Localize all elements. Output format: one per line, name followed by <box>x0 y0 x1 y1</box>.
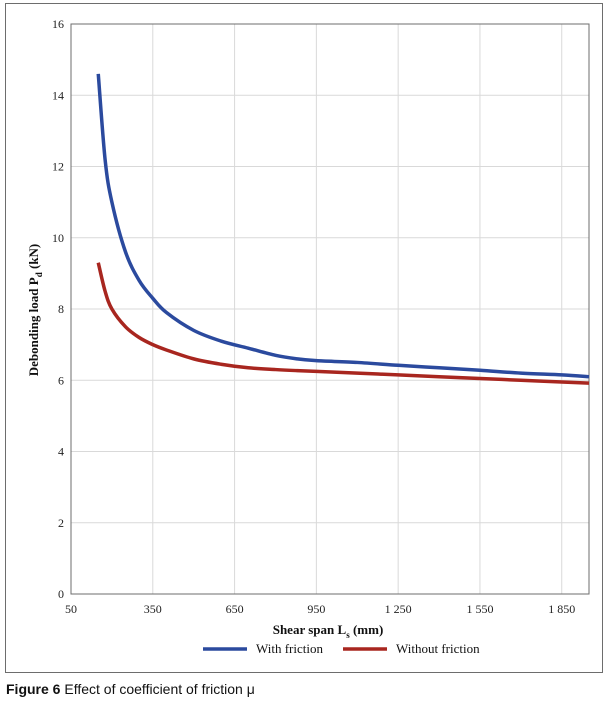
legend-label-with-friction: With friction <box>256 641 323 656</box>
y-tick-label: 0 <box>58 587 64 601</box>
figure-caption: Figure 6 Effect of coefficient of fricti… <box>6 681 255 697</box>
y-tick-label: 8 <box>58 302 64 316</box>
x-axis-title: Shear span Ls (mm) <box>273 622 384 640</box>
y-tick-label: 4 <box>58 445 64 459</box>
x-tick-label: 50 <box>65 602 77 616</box>
y-tick-label: 16 <box>52 17 64 31</box>
x-tick-label: 950 <box>307 602 325 616</box>
grid-layer <box>70 23 589 595</box>
plot-border <box>70 23 590 595</box>
x-axis-title-unit: (mm) <box>350 622 384 637</box>
y-tick-label: 10 <box>52 231 64 245</box>
x-tick-labels: 50 350 650 950 1 250 1 550 1 850 <box>65 602 575 616</box>
series-layer <box>96 73 590 385</box>
x-tick-label: 1 250 <box>385 602 412 616</box>
x-axis-title-sub: s <box>346 630 350 640</box>
x-tick-label: 1 850 <box>548 602 575 616</box>
x-tick-label: 1 550 <box>466 602 493 616</box>
y-axis-title-main: Debonding load P <box>26 277 41 376</box>
x-tick-label: 350 <box>144 602 162 616</box>
y-tick-label: 6 <box>58 373 64 387</box>
y-axis-title: Debonding load Pd (kN) <box>26 244 44 377</box>
series-line-with-friction <box>96 73 590 379</box>
y-tick-label: 12 <box>52 160 64 174</box>
y-tick-label: 14 <box>52 88 64 102</box>
y-tick-labels: 0 2 4 6 8 10 12 14 16 <box>52 17 64 601</box>
y-tick-label: 2 <box>58 516 64 530</box>
figure-number: Figure 6 <box>6 681 61 697</box>
x-axis-title-main: Shear span L <box>273 622 347 637</box>
legend-label-without-friction: Without friction <box>396 641 480 656</box>
y-axis-title-sub: d <box>34 272 44 277</box>
legend: With friction Without friction <box>203 641 480 656</box>
figure-caption-text: Effect of coefficient of friction μ <box>60 681 255 697</box>
chart-frame <box>5 3 603 673</box>
x-tick-label: 650 <box>226 602 244 616</box>
series-line-without-friction <box>96 262 590 385</box>
y-axis-title-unit: (kN) <box>26 244 41 273</box>
